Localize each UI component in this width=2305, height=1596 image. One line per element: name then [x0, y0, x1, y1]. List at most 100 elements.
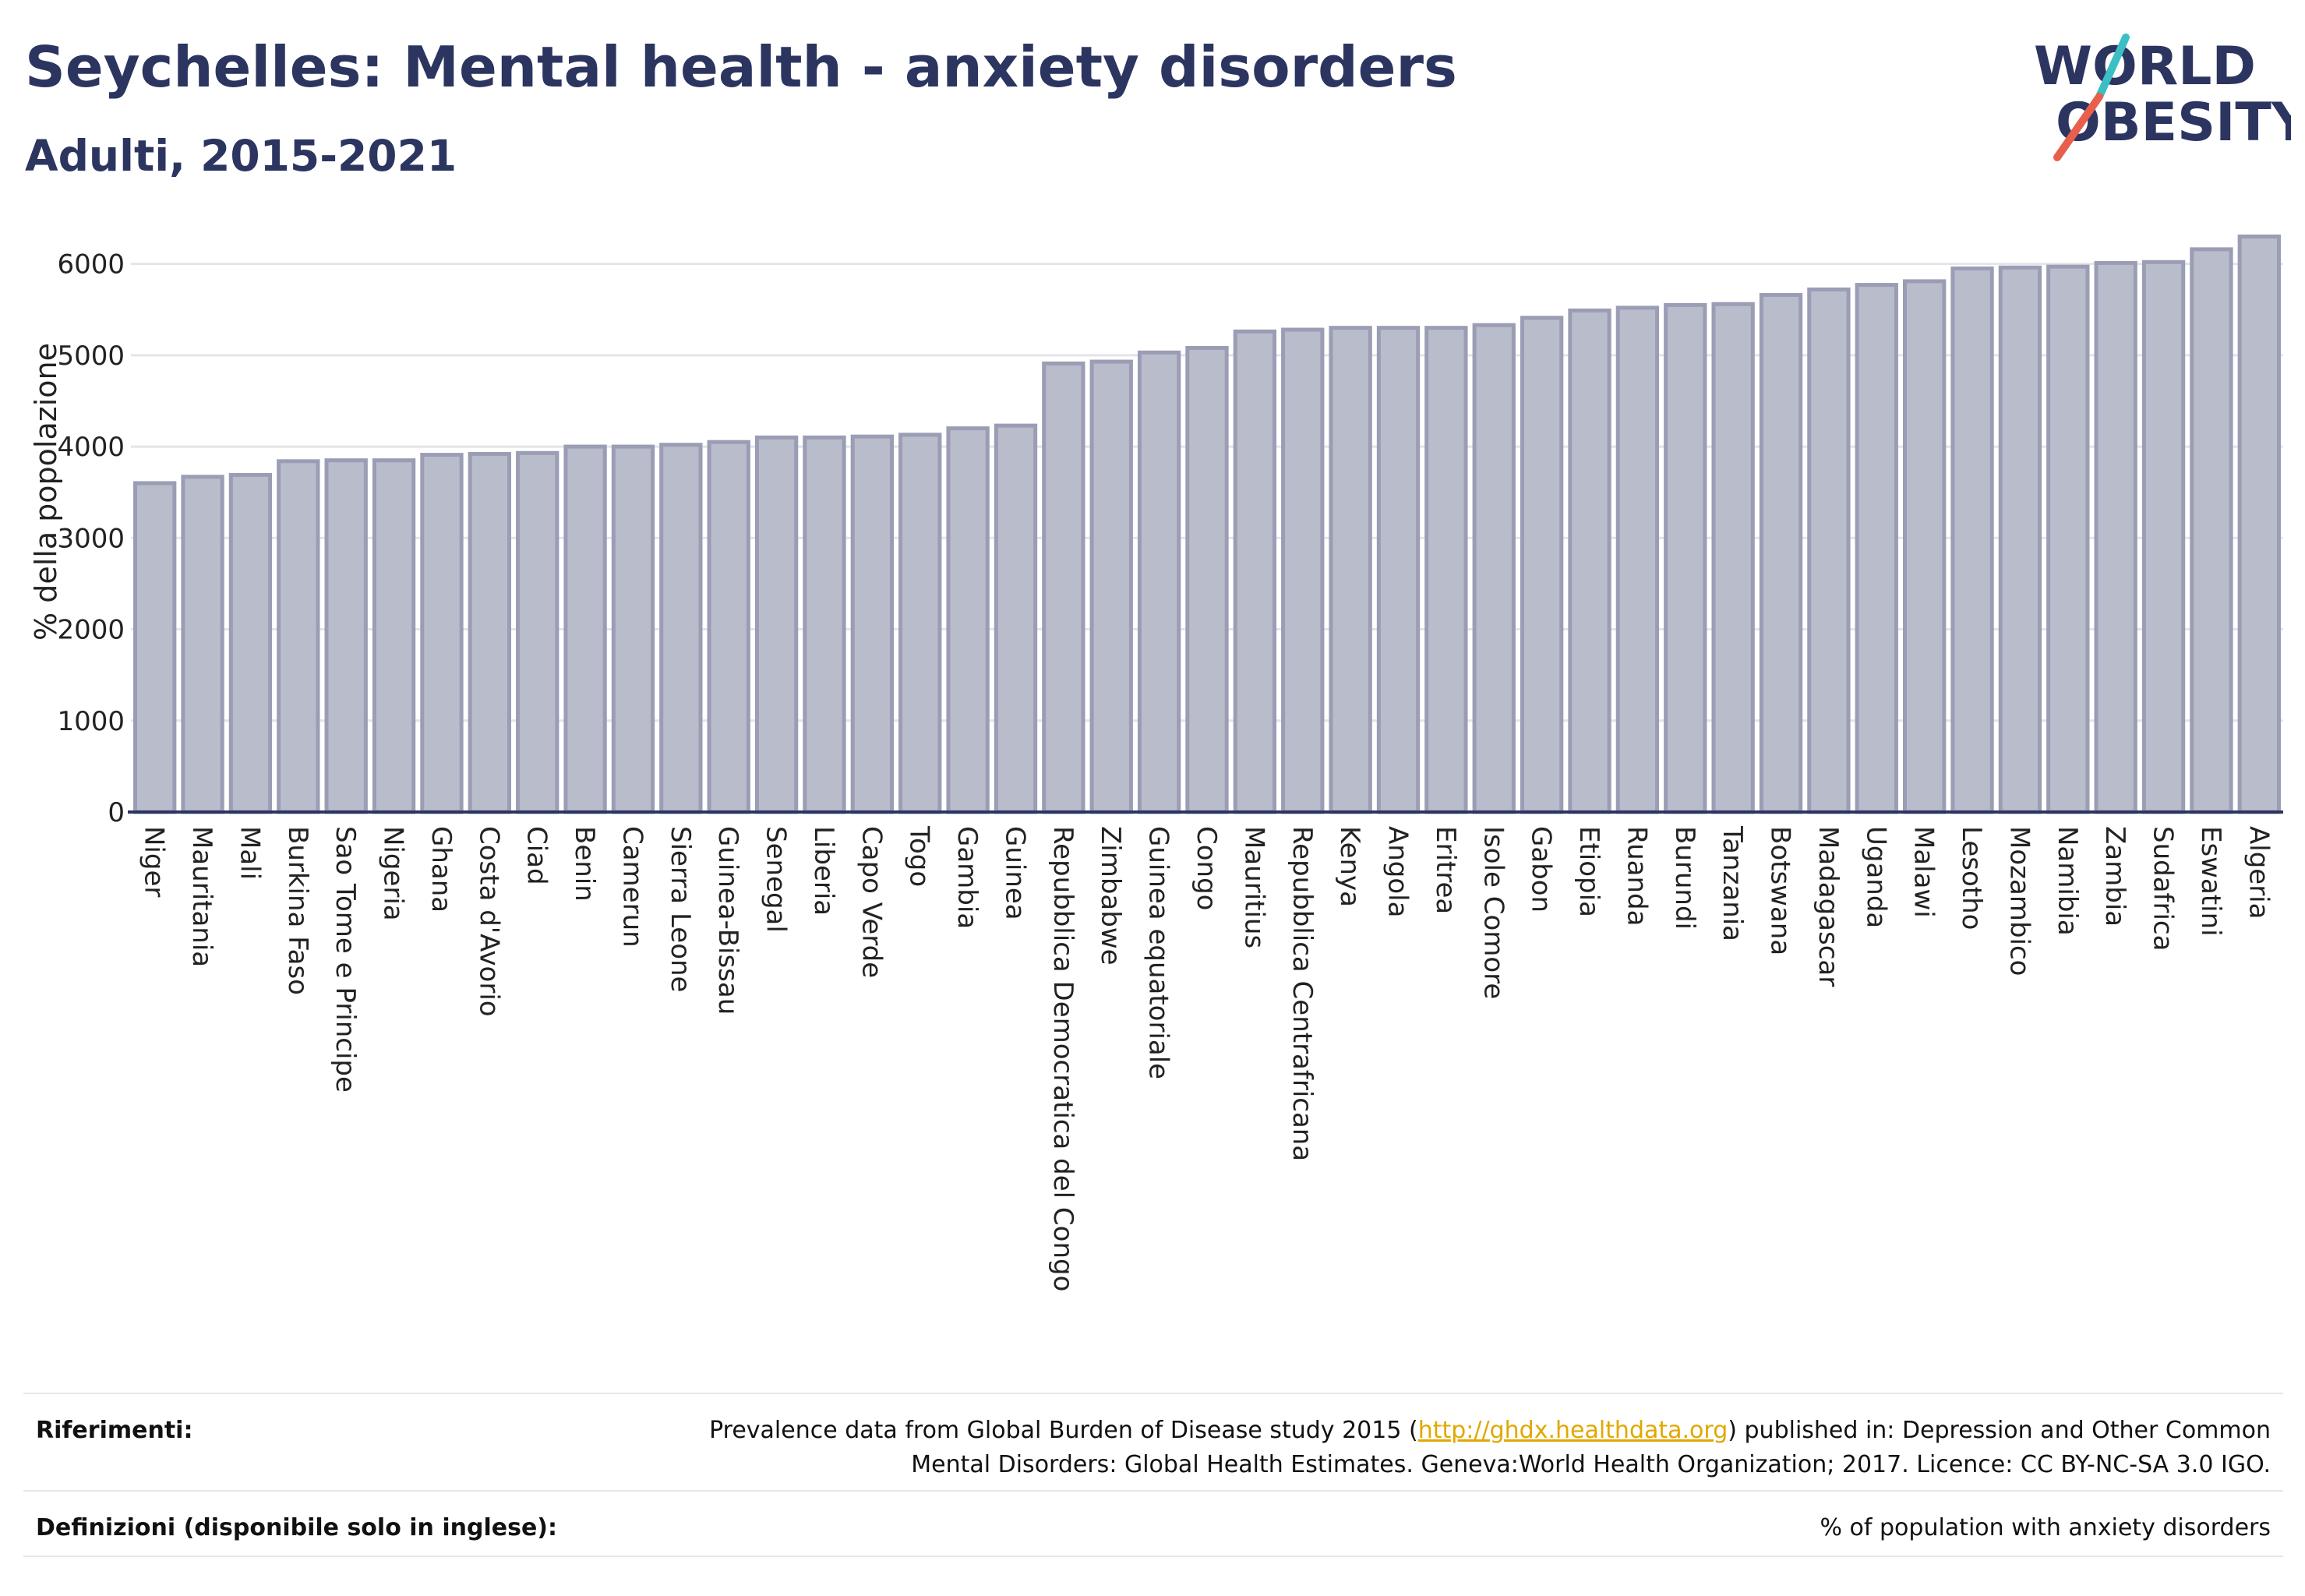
bar: [659, 443, 703, 814]
x-tick-label: Congo: [1191, 826, 1222, 910]
bar: [2046, 264, 2090, 814]
bar: [1950, 266, 1994, 814]
x-tick-label: Malawi: [1908, 826, 1940, 918]
bar: [994, 423, 1038, 814]
bar: [181, 475, 224, 814]
bars: [133, 234, 2281, 814]
bar-chart: 0 1000 2000 3000 4000 5000 6000 Niger Mauritani…: [29, 234, 2283, 1291]
bar: [898, 433, 942, 814]
x-tick-label: Togo: [904, 825, 935, 887]
references-pre: Prevalence data from Global Burden of Di…: [709, 1417, 1418, 1444]
y-tick-label: 1000: [57, 706, 125, 737]
bar: [1376, 326, 1421, 814]
bar: [324, 458, 368, 814]
x-tick-label: Burundi: [1669, 826, 1700, 930]
bar: [468, 451, 511, 814]
bar: [1615, 305, 1660, 814]
x-tick-label: Ciad: [521, 826, 552, 885]
bar: [2237, 234, 2281, 814]
footer-divider-bottom: [23, 1555, 2283, 1557]
y-tick-label: 2000: [57, 615, 125, 646]
x-tick-label: Burkina Faso: [282, 826, 313, 995]
bar: [1711, 302, 1755, 814]
x-tick-label: Mozambico: [2003, 826, 2035, 976]
definitions-section: Definizioni (disponibile solo in inglese…: [23, 1500, 2283, 1555]
definitions-text: % of population with anxiety disorders: [1820, 1514, 2271, 1541]
x-tick-label: Repubblica Centrafricana: [1287, 826, 1318, 1161]
y-axis-label: % della popolazione: [29, 343, 63, 641]
x-tick-label: Algeria: [2243, 826, 2274, 919]
bar: [133, 481, 177, 814]
x-tick-label: Madagascar: [1813, 826, 1844, 987]
bar: [1998, 265, 2042, 814]
bar: [1664, 302, 1707, 814]
logo-teal-stroke: [2095, 34, 2130, 101]
references-line2: Mental Disorders: Global Health Estimate…: [911, 1451, 2271, 1478]
bar: [1137, 350, 1181, 814]
x-tick-label: Namibia: [2052, 826, 2083, 936]
bar: [1903, 279, 1947, 814]
x-tick-label: Guinea: [999, 826, 1030, 920]
x-tick-label: Sao Tome e Principe: [330, 826, 361, 1093]
x-tick-label: Mauritius: [1238, 826, 1269, 948]
bar: [707, 440, 750, 814]
bar: [372, 458, 416, 814]
x-tick-label: Liberia: [808, 826, 839, 916]
y-tick-label: 3000: [57, 523, 125, 554]
bar: [754, 435, 799, 814]
x-tick-label: Angola: [1382, 826, 1414, 917]
x-tick-label: Botswana: [1765, 826, 1796, 955]
x-tick-label: Kenya: [1334, 826, 1365, 907]
y-tick-labels: 0 1000 2000 3000 4000 5000 6000: [57, 249, 125, 828]
page-title: Seychelles: Mental health - anxiety diso…: [25, 34, 1457, 100]
x-tick-label: Repubblica Democratica del Congo: [1047, 826, 1078, 1291]
x-tick-label: Isole Comore: [1477, 826, 1509, 999]
x-tick-label: Niger: [139, 826, 170, 897]
y-tick-label: 5000: [57, 341, 125, 372]
bar: [228, 472, 273, 814]
bar: [1472, 323, 1516, 814]
x-tick-label: Camerun: [616, 826, 648, 948]
definitions-label: Definizioni (disponibile solo in inglese…: [36, 1514, 557, 1541]
bar: [1089, 359, 1133, 814]
x-tick-label: Nigeria: [378, 826, 409, 921]
x-tick-label: Eswatini: [2195, 826, 2226, 937]
logo-line1: WORLD: [2034, 36, 2256, 97]
page-subtitle: Adulti, 2015-2021: [25, 131, 457, 181]
bar: [1042, 361, 1085, 814]
x-tick-label: Lesotho: [1956, 826, 1987, 930]
y-tick-label: 6000: [57, 249, 125, 281]
bar: [611, 444, 655, 814]
world-obesity-logo: WORLD OBESITY: [2034, 34, 2291, 161]
x-tick-label: Eritrea: [1430, 826, 1461, 914]
y-tick-label: 0: [108, 797, 125, 828]
x-tick-label: Ruanda: [1621, 826, 1652, 926]
x-tick-label: Uganda: [1860, 826, 1891, 928]
x-tick-label: Ghana: [425, 826, 457, 913]
x-tick-label: Costa d'Avorio: [473, 826, 504, 1017]
bar: [850, 434, 895, 814]
x-tick-label: Zimbabwe: [1095, 826, 1126, 966]
x-tick-label: Zambia: [2099, 826, 2130, 927]
bar: [1855, 283, 1898, 814]
logo-line2: OBESITY: [2056, 92, 2291, 154]
y-tick-label: 4000: [57, 432, 125, 463]
bar: [563, 444, 607, 814]
bar: [1185, 345, 1229, 814]
x-tick-labels: Niger Mauritania Mali Burkina Faso Sao Tome …: [139, 825, 2275, 1291]
bar: [1520, 316, 1564, 814]
logo-red-stroke: [2053, 93, 2103, 161]
x-tick-label: Capo Verde: [856, 826, 887, 978]
bar: [420, 453, 464, 814]
references-link[interactable]: http://ghdx.healthdata.org: [1417, 1417, 1728, 1444]
x-tick-label: Benin: [569, 826, 600, 902]
references-post: ) published in: Depression and Other Com…: [1728, 1417, 2271, 1444]
references-label: Riferimenti:: [36, 1417, 193, 1444]
bar: [1281, 327, 1325, 814]
x-tick-label: Etiopia: [1573, 826, 1604, 917]
bar: [277, 459, 320, 814]
x-tick-label: Mauritania: [186, 826, 217, 967]
x-tick-label: Guinea-Bissau: [712, 826, 743, 1015]
references-text: Prevalence data from Global Burden of Di…: [709, 1414, 2271, 1482]
footer-divider-top: [23, 1393, 2283, 1394]
